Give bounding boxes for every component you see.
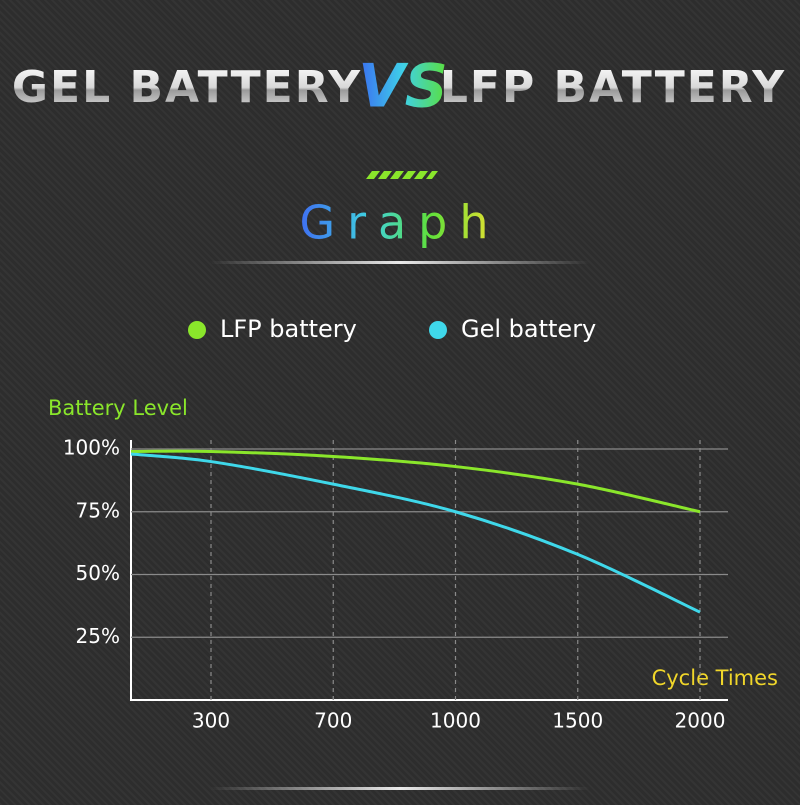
y-axis-label: Battery Level	[48, 396, 188, 420]
y-tick-label: 25%	[76, 624, 120, 648]
series-line	[130, 452, 701, 614]
legend-marker	[188, 321, 206, 339]
title-right: LFP BATTERY	[440, 62, 786, 113]
y-tick-label: 100%	[63, 436, 120, 460]
y-tick-label: 50%	[76, 561, 120, 585]
x-axis-label: Cycle Times	[652, 666, 778, 690]
x-tick-label: 300	[192, 709, 230, 733]
decor-slashes	[366, 171, 438, 179]
legend-label: Gel battery	[461, 315, 596, 343]
x-tick-label: 1500	[552, 709, 603, 733]
x-tick-label: 1000	[430, 709, 481, 733]
x-tick-label: 700	[314, 709, 352, 733]
y-tick-label: 75%	[76, 498, 120, 522]
title-left: GEL BATTERY	[12, 62, 362, 113]
legend-label: LFP battery	[220, 315, 357, 343]
x-tick-label: 2000	[675, 709, 726, 733]
title-vs: VS	[358, 52, 448, 122]
divider	[210, 261, 590, 264]
legend-marker	[429, 321, 447, 339]
series-line	[130, 449, 701, 514]
divider	[210, 787, 590, 790]
section-title: Graph	[299, 196, 500, 250]
